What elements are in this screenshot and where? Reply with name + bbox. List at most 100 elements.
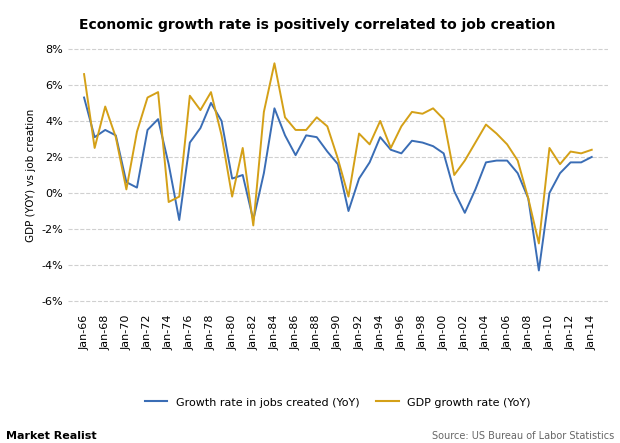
GDP growth rate (YoY) [239, 145, 246, 151]
GDP growth rate (YoY) [260, 109, 268, 115]
GDP growth rate (YoY) [313, 115, 321, 120]
Growth rate in jobs created (YoY) [535, 268, 542, 273]
GDP growth rate (YoY) [91, 145, 99, 151]
GDP growth rate (YoY) [355, 131, 363, 136]
GDP growth rate (YoY) [387, 145, 394, 151]
GDP growth rate (YoY) [482, 122, 490, 127]
Growth rate in jobs created (YoY) [324, 149, 331, 154]
Growth rate in jobs created (YoY) [546, 190, 553, 196]
GDP growth rate (YoY) [345, 194, 352, 199]
GDP growth rate (YoY) [440, 117, 448, 122]
GDP growth rate (YoY) [430, 106, 437, 111]
Growth rate in jobs created (YoY) [271, 106, 278, 111]
GDP growth rate (YoY) [556, 162, 564, 167]
GDP growth rate (YoY) [207, 89, 215, 95]
Text: Market Realist: Market Realist [6, 431, 97, 441]
GDP growth rate (YoY) [250, 223, 257, 228]
Growth rate in jobs created (YoY) [556, 171, 564, 176]
Growth rate in jobs created (YoY) [461, 210, 469, 215]
Growth rate in jobs created (YoY) [91, 135, 99, 140]
Growth rate in jobs created (YoY) [451, 189, 458, 194]
Growth rate in jobs created (YoY) [366, 160, 373, 165]
GDP growth rate (YoY) [228, 194, 236, 199]
Growth rate in jobs created (YoY) [144, 127, 151, 132]
GDP growth rate (YoY) [281, 115, 289, 120]
Legend: Growth rate in jobs created (YoY), GDP growth rate (YoY): Growth rate in jobs created (YoY), GDP g… [145, 397, 531, 408]
GDP growth rate (YoY) [133, 129, 141, 134]
GDP growth rate (YoY) [418, 111, 426, 117]
Growth rate in jobs created (YoY) [408, 138, 415, 144]
Growth rate in jobs created (YoY) [292, 152, 299, 158]
Growth rate in jobs created (YoY) [197, 125, 204, 131]
GDP growth rate (YoY) [366, 142, 373, 147]
Growth rate in jobs created (YoY) [577, 160, 585, 165]
Text: Economic growth rate is positively correlated to job creation: Economic growth rate is positively corre… [79, 18, 556, 32]
Line: GDP growth rate (YoY): GDP growth rate (YoY) [84, 63, 591, 244]
GDP growth rate (YoY) [588, 147, 595, 152]
GDP growth rate (YoY) [102, 104, 109, 109]
Growth rate in jobs created (YoY) [588, 154, 595, 159]
GDP growth rate (YoY) [324, 124, 331, 129]
Growth rate in jobs created (YoY) [81, 95, 88, 100]
GDP growth rate (YoY) [397, 124, 405, 129]
Growth rate in jobs created (YoY) [313, 135, 321, 140]
GDP growth rate (YoY) [546, 145, 553, 151]
GDP growth rate (YoY) [535, 241, 542, 246]
Growth rate in jobs created (YoY) [482, 160, 490, 165]
GDP growth rate (YoY) [461, 158, 469, 163]
GDP growth rate (YoY) [525, 196, 532, 201]
Growth rate in jobs created (YoY) [567, 160, 574, 165]
Growth rate in jobs created (YoY) [112, 133, 120, 138]
Growth rate in jobs created (YoY) [133, 185, 141, 190]
GDP growth rate (YoY) [81, 71, 88, 77]
GDP growth rate (YoY) [408, 109, 415, 115]
Growth rate in jobs created (YoY) [334, 162, 342, 167]
Text: Source: US Bureau of Labor Statistics: Source: US Bureau of Labor Statistics [432, 431, 614, 441]
Growth rate in jobs created (YoY) [397, 151, 405, 156]
Growth rate in jobs created (YoY) [165, 162, 172, 167]
Growth rate in jobs created (YoY) [303, 133, 310, 138]
Growth rate in jobs created (YoY) [218, 118, 225, 124]
GDP growth rate (YoY) [271, 61, 278, 66]
Growth rate in jobs created (YoY) [418, 140, 426, 145]
Line: Growth rate in jobs created (YoY): Growth rate in jobs created (YoY) [84, 97, 591, 271]
Growth rate in jobs created (YoY) [154, 117, 162, 122]
Growth rate in jobs created (YoY) [228, 176, 236, 181]
GDP growth rate (YoY) [144, 95, 151, 100]
GDP growth rate (YoY) [112, 135, 120, 140]
GDP growth rate (YoY) [376, 118, 384, 124]
GDP growth rate (YoY) [514, 158, 521, 163]
GDP growth rate (YoY) [451, 172, 458, 178]
Growth rate in jobs created (YoY) [186, 140, 193, 145]
GDP growth rate (YoY) [472, 140, 479, 145]
Growth rate in jobs created (YoY) [493, 158, 500, 163]
Growth rate in jobs created (YoY) [175, 218, 183, 223]
GDP growth rate (YoY) [186, 93, 193, 98]
GDP growth rate (YoY) [197, 108, 204, 113]
Growth rate in jobs created (YoY) [260, 171, 268, 176]
Growth rate in jobs created (YoY) [250, 218, 257, 223]
GDP growth rate (YoY) [123, 187, 130, 192]
GDP growth rate (YoY) [175, 194, 183, 199]
Growth rate in jobs created (YoY) [345, 208, 352, 214]
Growth rate in jobs created (YoY) [281, 133, 289, 138]
GDP growth rate (YoY) [334, 156, 342, 161]
Growth rate in jobs created (YoY) [102, 127, 109, 132]
Growth rate in jobs created (YoY) [472, 187, 479, 192]
Growth rate in jobs created (YoY) [207, 100, 215, 105]
GDP growth rate (YoY) [292, 127, 299, 132]
Growth rate in jobs created (YoY) [503, 158, 511, 163]
Growth rate in jobs created (YoY) [123, 179, 130, 185]
GDP growth rate (YoY) [503, 142, 511, 147]
GDP growth rate (YoY) [493, 131, 500, 136]
Growth rate in jobs created (YoY) [430, 144, 437, 149]
Growth rate in jobs created (YoY) [514, 171, 521, 176]
Growth rate in jobs created (YoY) [387, 147, 394, 152]
Growth rate in jobs created (YoY) [525, 196, 532, 201]
GDP growth rate (YoY) [303, 127, 310, 132]
Growth rate in jobs created (YoY) [239, 172, 246, 178]
Growth rate in jobs created (YoY) [440, 151, 448, 156]
GDP growth rate (YoY) [165, 199, 172, 205]
GDP growth rate (YoY) [577, 151, 585, 156]
GDP growth rate (YoY) [154, 89, 162, 95]
